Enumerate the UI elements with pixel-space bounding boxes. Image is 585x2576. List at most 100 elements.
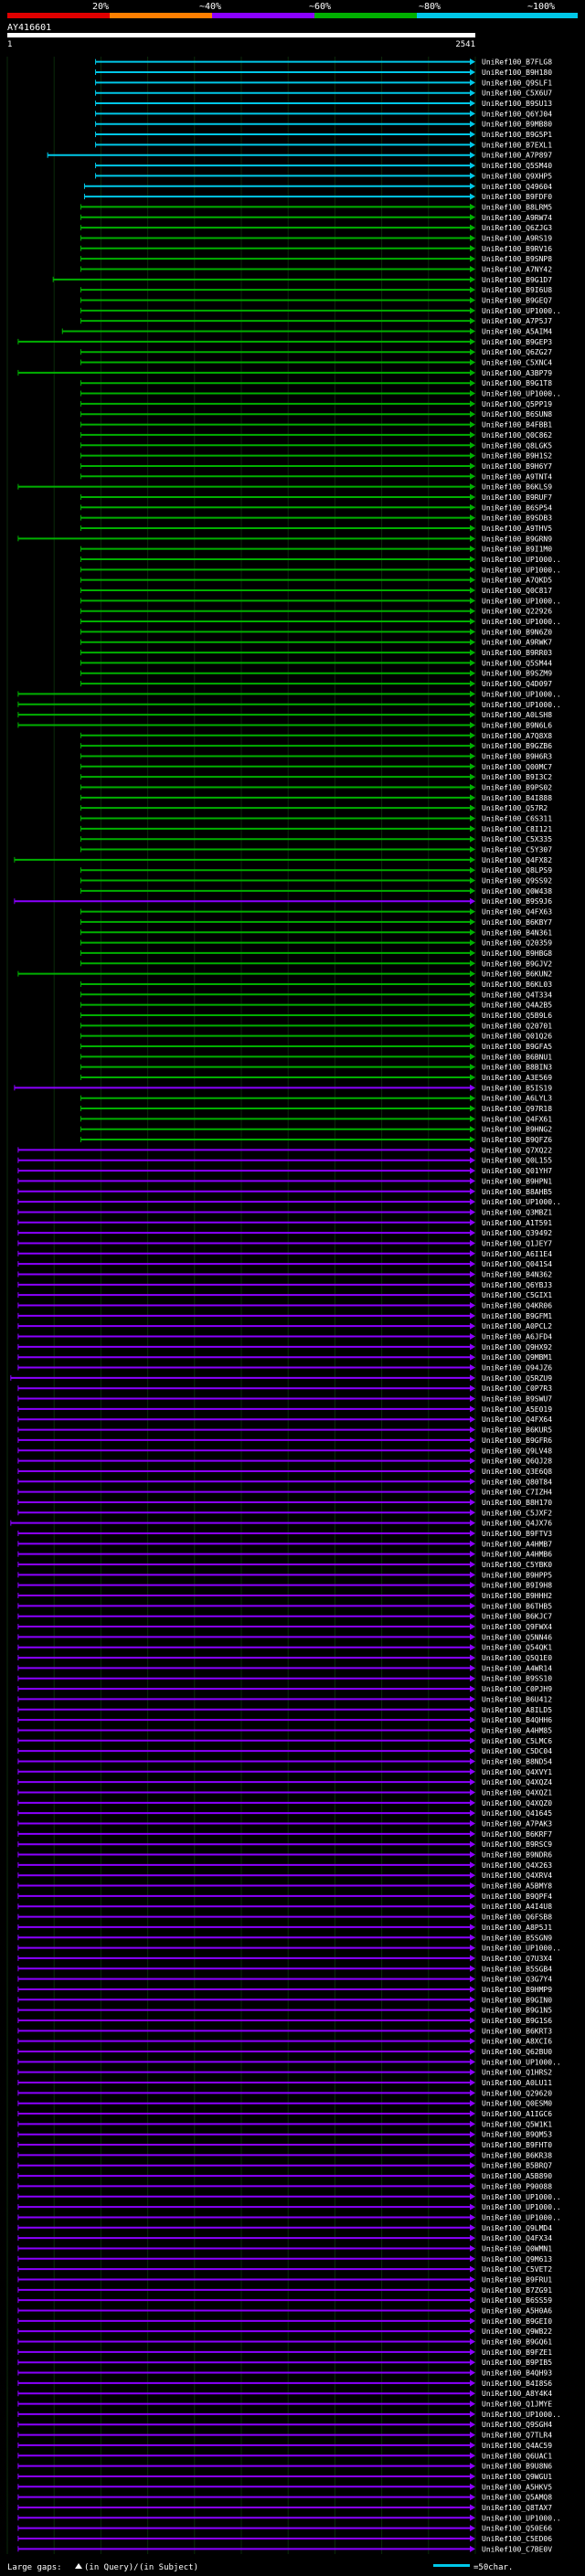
hit-label[interactable]: UniRef100_Q22926 (482, 608, 552, 616)
hit-label[interactable]: UniRef100_Q20701 (482, 1022, 552, 1030)
hit-label[interactable]: UniRef100_B9FRU1 (482, 2275, 552, 2284)
hit-label[interactable]: UniRef100_Q5NN46 (482, 1633, 552, 1641)
hit-label[interactable]: UniRef100_Q6ZJG3 (482, 224, 552, 232)
hit-label[interactable]: UniRef100_Q8LPS9 (482, 866, 552, 875)
hit-label[interactable]: UniRef100_Q6UAC1 (482, 2452, 552, 2460)
hit-label[interactable]: UniRef100_A8XCI6 (482, 2038, 552, 2046)
hit-label[interactable]: UniRef100_Q39492 (482, 1229, 552, 1237)
hit-label[interactable]: UniRef100_B5BRQ7 (482, 2162, 552, 2170)
hit-label[interactable]: UniRef100_A6LYL3 (482, 1095, 552, 1103)
hit-label[interactable]: UniRef100_B9I1M0 (482, 546, 552, 554)
hit-label[interactable]: UniRef100_B4N362 (482, 1270, 552, 1278)
hit-label[interactable]: UniRef100_B9FTV3 (482, 1530, 552, 1538)
hit-label[interactable]: UniRef100_Q5B9L6 (482, 1012, 552, 1020)
hit-label[interactable]: UniRef100_A9RS19 (482, 234, 552, 242)
hit-label[interactable]: UniRef100_B9FHT0 (482, 2141, 552, 2149)
hit-label[interactable]: UniRef100_B6SP54 (482, 504, 552, 512)
hit-label[interactable]: UniRef100_B9HHH2 (482, 1592, 552, 1600)
hit-label[interactable]: UniRef100_B9I6U8 (482, 286, 552, 294)
hit-label[interactable]: UniRef100_Q9LV48 (482, 1447, 552, 1455)
hit-label[interactable]: UniRef100_A3E569 (482, 1074, 552, 1082)
hit-label[interactable]: UniRef100_B9G1N5 (482, 2007, 552, 2015)
hit-label[interactable]: UniRef100_B8ND54 (482, 1757, 552, 1765)
hit-label[interactable]: UniRef100_B6SS59 (482, 2296, 552, 2305)
hit-label[interactable]: UniRef100_B8LRM5 (482, 203, 552, 211)
hit-label[interactable]: UniRef100_B9H1S2 (482, 452, 552, 461)
hit-label[interactable]: UniRef100_Q62BU0 (482, 2048, 552, 2056)
hit-label[interactable]: UniRef100_Q00MC7 (482, 763, 552, 771)
hit-label[interactable]: UniRef100_Q49604 (482, 183, 552, 191)
hit-label[interactable]: UniRef100_A7P897 (482, 152, 552, 160)
hit-label[interactable]: UniRef100_Q80T84 (482, 1478, 552, 1486)
hit-label[interactable]: UniRef100_A9THV5 (482, 525, 552, 533)
hit-label[interactable]: UniRef100_B6KBY7 (482, 918, 552, 927)
hit-label[interactable]: UniRef100_B9HBG8 (482, 949, 552, 958)
hit-label[interactable]: UniRef100_Q0C862 (482, 431, 552, 440)
hit-label[interactable]: UniRef100_B9SS10 (482, 1675, 552, 1683)
hit-label[interactable]: UniRef100_B6KUR5 (482, 1426, 552, 1435)
hit-label[interactable]: UniRef100_B6KL03 (482, 981, 552, 989)
hit-label[interactable]: UniRef100_B9H6Y7 (482, 462, 552, 471)
hit-label[interactable]: UniRef100_Q9LMD4 (482, 2224, 552, 2232)
hit-label[interactable]: UniRef100_A8P5J1 (482, 1924, 552, 1932)
hit-label[interactable]: UniRef100_B9SDB3 (482, 514, 552, 523)
hit-label[interactable]: UniRef100_B5IS19 (482, 1084, 552, 1092)
hit-label[interactable]: UniRef100_B9HMP9 (482, 1986, 552, 1994)
hit-label[interactable]: UniRef100_A4WR14 (482, 1664, 552, 1672)
hit-label[interactable]: UniRef100_A8ILD5 (482, 1706, 552, 1714)
hit-label[interactable]: UniRef100_B8BIN3 (482, 1064, 552, 1072)
hit-label[interactable]: UniRef100_B9GQ61 (482, 2338, 552, 2347)
hit-label[interactable]: UniRef100_B5SGB4 (482, 1965, 552, 1973)
hit-label[interactable]: UniRef100_Q5RZU9 (482, 1374, 552, 1383)
hit-label[interactable]: UniRef100_A8Y4K4 (482, 2390, 552, 2398)
hit-label[interactable]: UniRef100_C5Y307 (482, 846, 552, 854)
hit-label[interactable]: UniRef100_C5VET2 (482, 2265, 552, 2274)
hit-label[interactable]: UniRef100_C5X335 (482, 835, 552, 843)
hit-label[interactable]: UniRef100_B9RR03 (482, 649, 552, 657)
hit-label[interactable]: UniRef100_Q5PP19 (482, 400, 552, 408)
hit-label[interactable]: UniRef100_UP1000.. (482, 1945, 561, 1953)
hit-label[interactable]: UniRef100_Q29620 (482, 2089, 552, 2097)
hit-label[interactable]: UniRef100_Q0W438 (482, 887, 552, 896)
hit-label[interactable]: UniRef100_B4I8S6 (482, 2380, 552, 2388)
hit-label[interactable]: UniRef100_Q4X263 (482, 1861, 552, 1870)
hit-label[interactable]: UniRef100_UP1000.. (482, 2411, 561, 2419)
hit-label[interactable]: UniRef100_UP1000.. (482, 2203, 561, 2211)
hit-label[interactable]: UniRef100_Q4FX82 (482, 856, 552, 864)
hit-label[interactable]: UniRef100_B9PIB5 (482, 2359, 552, 2367)
hit-label[interactable]: UniRef100_B9FDF0 (482, 193, 552, 201)
hit-label[interactable]: UniRef100_Q20359 (482, 939, 552, 948)
hit-label[interactable]: UniRef100_Q1JMYE (482, 2401, 552, 2409)
hit-label[interactable]: UniRef100_UP1000.. (482, 701, 561, 709)
hit-label[interactable]: UniRef100_A4HM85 (482, 1726, 552, 1734)
hit-label[interactable]: UniRef100_C5DC04 (482, 1747, 552, 1755)
hit-label[interactable]: UniRef100_A9TNT4 (482, 472, 552, 481)
hit-label[interactable]: UniRef100_B5SGN9 (482, 1934, 552, 1942)
hit-label[interactable]: UniRef100_B8H170 (482, 1499, 552, 1507)
hit-label[interactable]: UniRef100_Q4XRV4 (482, 1871, 552, 1880)
hit-label[interactable]: UniRef100_B9QFZ6 (482, 1136, 552, 1144)
hit-label[interactable]: UniRef100_A5BMY8 (482, 1882, 552, 1891)
hit-label[interactable]: UniRef100_B9G1S6 (482, 2017, 552, 2025)
hit-label[interactable]: UniRef100_UP1000.. (482, 597, 561, 605)
hit-label[interactable]: UniRef100_B6KJC7 (482, 1613, 552, 1621)
hit-label[interactable]: UniRef100_Q01Q26 (482, 1033, 552, 1041)
hit-label[interactable]: UniRef100_C7BE0V (482, 2545, 552, 2553)
hit-label[interactable]: UniRef100_Q1HRS2 (482, 2069, 552, 2077)
hit-label[interactable]: UniRef100_Q1JEY7 (482, 1239, 552, 1247)
hit-label[interactable]: UniRef100_UP1000.. (482, 566, 561, 574)
hit-label[interactable]: UniRef100_B9U8N6 (482, 2463, 552, 2471)
hit-label[interactable]: UniRef100_B4I888 (482, 794, 552, 802)
hit-label[interactable]: UniRef100_B6KUN2 (482, 970, 552, 979)
hit-label[interactable]: UniRef100_B4N361 (482, 928, 552, 937)
hit-label[interactable]: UniRef100_B9RSC9 (482, 1840, 552, 1849)
hit-label[interactable]: UniRef100_Q4XVY1 (482, 1768, 552, 1776)
hit-label[interactable]: UniRef100_B9GEQ7 (482, 296, 552, 304)
hit-label[interactable]: UniRef100_Q4KR06 (482, 1302, 552, 1310)
hit-label[interactable]: UniRef100_B9N6L6 (482, 721, 552, 729)
hit-label[interactable]: UniRef100_B6SUN8 (482, 410, 552, 419)
hit-label[interactable]: UniRef100_Q4FX64 (482, 1415, 552, 1424)
hit-label[interactable]: UniRef100_C7IZH4 (482, 1489, 552, 1497)
hit-label[interactable]: UniRef100_B9I3C2 (482, 773, 552, 781)
hit-label[interactable]: UniRef100_Q4JX76 (482, 1520, 552, 1528)
